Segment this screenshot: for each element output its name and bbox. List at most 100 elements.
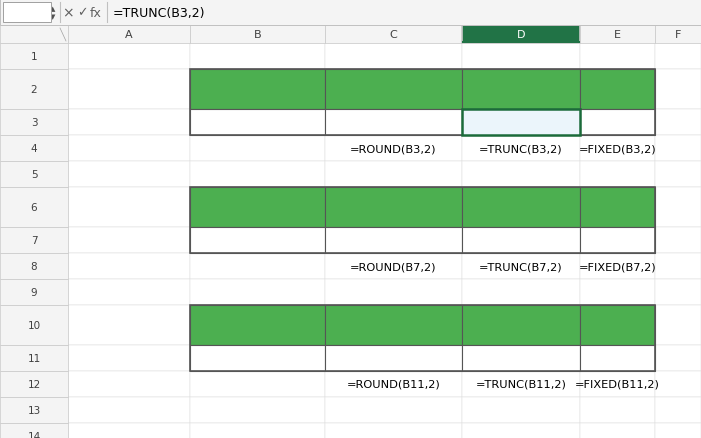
Text: ▼: ▼ xyxy=(50,14,55,20)
Bar xyxy=(68,397,190,423)
Bar xyxy=(655,70,701,110)
Bar xyxy=(580,162,655,187)
Text: A: A xyxy=(125,30,132,40)
Bar xyxy=(325,305,462,345)
Bar xyxy=(325,254,462,279)
Bar xyxy=(68,371,190,397)
Bar xyxy=(580,305,655,345)
Text: E: E xyxy=(614,30,621,40)
Bar xyxy=(580,345,655,371)
Text: Number: Number xyxy=(231,83,284,96)
Bar xyxy=(655,187,701,227)
Text: 6: 6 xyxy=(31,202,37,212)
Bar xyxy=(655,26,701,44)
Bar xyxy=(190,162,325,187)
Bar xyxy=(462,162,580,187)
Bar xyxy=(325,26,462,44)
Text: =ROUND(B11,2): =ROUND(B11,2) xyxy=(346,379,440,389)
Bar xyxy=(68,305,190,345)
Text: 11: 11 xyxy=(27,353,41,363)
Bar xyxy=(0,423,68,438)
Bar xyxy=(325,227,462,254)
Bar xyxy=(190,345,325,371)
Bar xyxy=(0,345,68,371)
Text: =TRUNC(B3,2): =TRUNC(B3,2) xyxy=(113,7,205,19)
Bar xyxy=(462,397,580,423)
Bar xyxy=(655,397,701,423)
Bar xyxy=(0,371,68,397)
Bar xyxy=(68,110,190,136)
Text: 89125.91: 89125.91 xyxy=(519,234,575,247)
Bar xyxy=(580,227,655,254)
Bar xyxy=(325,345,462,371)
Bar xyxy=(190,397,325,423)
Bar xyxy=(325,371,462,397)
Text: 3: 3 xyxy=(31,118,37,128)
Text: 10: 10 xyxy=(27,320,41,330)
Bar xyxy=(655,162,701,187)
Bar xyxy=(0,26,68,44)
Bar xyxy=(580,70,655,110)
Bar xyxy=(462,345,580,371)
Bar xyxy=(325,423,462,438)
Text: Number: Number xyxy=(231,319,284,332)
Bar xyxy=(190,227,325,254)
Bar xyxy=(462,305,580,345)
Text: (FIXED): (FIXED) xyxy=(592,91,642,104)
Bar xyxy=(462,227,580,254)
Bar xyxy=(190,305,325,345)
Bar xyxy=(462,227,580,254)
Bar xyxy=(190,26,325,44)
Text: 7: 7 xyxy=(31,236,37,245)
Bar xyxy=(462,187,580,227)
Bar xyxy=(190,187,325,227)
Bar xyxy=(462,345,580,371)
Text: D: D xyxy=(517,30,525,40)
Bar xyxy=(68,227,190,254)
Bar xyxy=(0,254,68,279)
Text: (FIXED): (FIXED) xyxy=(592,209,642,222)
Bar xyxy=(190,70,325,110)
Text: (TRUNC): (TRUNC) xyxy=(493,327,549,340)
Bar xyxy=(325,110,462,136)
Text: 32.25: 32.25 xyxy=(541,352,575,365)
Bar xyxy=(655,305,701,345)
Bar xyxy=(68,187,190,227)
Text: Number: Number xyxy=(231,201,284,214)
Bar xyxy=(655,279,701,305)
Bar xyxy=(580,110,655,136)
Bar xyxy=(325,227,462,254)
Bar xyxy=(655,44,701,70)
Bar xyxy=(190,371,325,397)
Bar xyxy=(462,187,580,227)
Bar xyxy=(68,279,190,305)
Text: 56.38: 56.38 xyxy=(584,116,618,129)
Bar xyxy=(580,187,655,227)
Bar xyxy=(190,110,325,136)
Bar xyxy=(462,305,580,345)
Bar xyxy=(190,44,325,70)
Bar xyxy=(580,70,655,110)
Bar xyxy=(190,70,655,136)
Text: 12: 12 xyxy=(27,379,41,389)
Bar xyxy=(580,254,655,279)
Bar xyxy=(0,110,68,136)
Bar xyxy=(190,345,325,371)
Text: 89125.911: 89125.911 xyxy=(257,234,320,247)
Bar xyxy=(3,3,51,23)
Bar xyxy=(580,345,655,371)
Text: fx: fx xyxy=(90,7,102,19)
Bar xyxy=(0,70,68,110)
Bar xyxy=(580,397,655,423)
Text: Rounding Result: Rounding Result xyxy=(466,194,576,207)
Text: =TRUNC(B7,2): =TRUNC(B7,2) xyxy=(479,261,563,272)
Bar xyxy=(325,70,462,110)
Bar xyxy=(325,44,462,70)
Bar xyxy=(0,187,68,227)
Text: =FIXED(B11,2): =FIXED(B11,2) xyxy=(575,379,660,389)
Bar xyxy=(0,44,68,70)
Text: (ROUND): (ROUND) xyxy=(364,91,423,104)
Bar xyxy=(655,345,701,371)
Bar xyxy=(462,44,580,70)
Text: D3: D3 xyxy=(19,7,35,19)
